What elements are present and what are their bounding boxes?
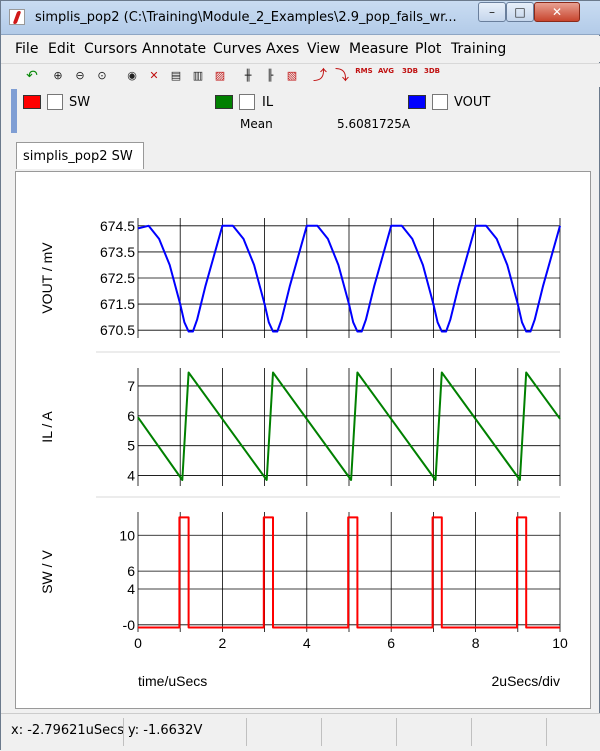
vout-color-swatch[interactable] — [408, 95, 426, 109]
y-axis-label: VOUT / mV — [39, 242, 55, 314]
3db-low-icon[interactable]: 3DB — [401, 67, 419, 75]
y-tick-label: 673.5 — [100, 244, 135, 260]
menu-annotate[interactable]: Annotate — [142, 41, 207, 57]
vout-legend-label: VOUT — [454, 95, 491, 110]
fall-icon[interactable]: ⤵ — [335, 68, 349, 84]
status-bar: x: -2.79621uSecs y: -1.6632V — [1, 713, 600, 751]
menu-plot[interactable]: Plot — [415, 41, 442, 57]
plot-panel[interactable]: 674.5 673.5 672.5 671.5 670.5 VOUT / mV 7 6 5 4 IL… — [15, 171, 591, 709]
zoom-fit-icon[interactable]: ⊙ — [97, 69, 107, 82]
print-icon[interactable]: ▧ — [286, 69, 298, 82]
y-tick-label: 4 — [127, 581, 135, 597]
il-color-swatch[interactable] — [215, 95, 233, 109]
x-tick-label: 6 — [387, 635, 395, 651]
window-title: simplis_pop2 (C:\Training\Module_2_Examp… — [35, 10, 457, 25]
maximize-icon: □ — [514, 5, 526, 19]
y-axis-label: SW / V — [39, 550, 55, 594]
status-divider — [546, 718, 547, 746]
series-il-line — [137, 371, 561, 481]
simplis-app-icon — [9, 9, 25, 25]
y-tick-label: 6 — [127, 563, 135, 579]
3db-high-icon[interactable]: 3DB — [423, 67, 441, 75]
menu-edit[interactable]: Edit — [48, 41, 76, 57]
series-sw-line — [138, 516, 560, 629]
il-checkbox[interactable] — [239, 94, 255, 110]
il-legend-label: IL — [262, 95, 274, 110]
x-tick-label: 0 — [134, 635, 142, 651]
menu-measure[interactable]: Measure — [349, 41, 409, 57]
x-axis-label: time/uSecs — [138, 673, 207, 689]
zoom-in-icon[interactable]: ⊕ — [53, 69, 63, 82]
vout-checkbox[interactable] — [432, 94, 448, 110]
status-divider — [471, 718, 472, 746]
axis-icon[interactable]: ╟ — [266, 69, 274, 82]
close-button[interactable]: ✕ — [534, 2, 580, 22]
x-tick-label: 2 — [219, 635, 227, 651]
menu-bar: File Edit Cursors Annotate Curves Axes V… — [1, 36, 600, 62]
menu-file[interactable]: File — [15, 41, 39, 57]
status-divider — [123, 718, 124, 746]
menu-axes[interactable]: Axes — [266, 41, 300, 57]
menu-training[interactable]: Training — [451, 41, 507, 57]
y-tick-label: 5 — [127, 438, 135, 454]
menu-cursors[interactable]: Cursors — [84, 41, 138, 57]
y-tick-label: 10 — [119, 527, 135, 543]
measure-label: Mean — [240, 117, 273, 131]
sw-legend-label: SW — [69, 95, 91, 110]
y-tick-label: 672.5 — [100, 270, 135, 286]
cursor-y-readout: y: -1.6632V — [128, 723, 203, 738]
y-axis-label: IL / A — [39, 411, 55, 443]
sw-checkbox[interactable] — [47, 94, 63, 110]
label-icon[interactable]: ▤ — [170, 69, 182, 82]
y-tick-label: 674.5 — [100, 218, 135, 234]
color-icon[interactable]: ▨ — [214, 69, 226, 82]
measure-value: 5.6081725A — [337, 117, 411, 131]
status-divider — [321, 718, 322, 746]
zoom-out-icon[interactable]: ⊖ — [75, 69, 85, 82]
x-scale-label: 2uSecs/div — [492, 673, 560, 689]
y-tick-label: 4 — [127, 468, 135, 484]
view-icon[interactable]: ◉ — [127, 69, 137, 82]
menu-view[interactable]: View — [307, 41, 341, 57]
tab-strip: simplis_pop2 SW — [11, 142, 591, 170]
curve-legend: SW IL VOUT Mean 5.6081725A — [11, 89, 593, 133]
menu-curves[interactable]: Curves — [213, 41, 262, 57]
cursor-icon[interactable]: ▥ — [192, 69, 204, 82]
status-divider — [246, 718, 247, 746]
title-bar[interactable]: simplis_pop2 (C:\Training\Module_2_Examp… — [1, 1, 600, 35]
grid-icon[interactable]: ╫ — [244, 69, 252, 82]
avg-icon[interactable]: AVG — [377, 67, 395, 75]
minimize-icon: – — [489, 5, 495, 19]
y-tick-label: 670.5 — [100, 322, 135, 338]
undo-icon[interactable]: ↶ — [26, 68, 38, 84]
legend-handle — [11, 89, 17, 133]
series-vout-line — [137, 224, 561, 333]
status-divider — [396, 718, 397, 746]
x-tick-label: 10 — [552, 635, 568, 651]
x-tick-label: 8 — [472, 635, 480, 651]
y-tick-label: 671.5 — [100, 296, 135, 312]
x-tick-label: 4 — [303, 635, 311, 651]
waveform-plot[interactable]: 674.5 673.5 672.5 671.5 670.5 VOUT / mV 7 6 5 4 IL… — [16, 172, 592, 710]
toolbar: ↶ ⊕ ⊖ ⊙ ◉ ✕ ▤ ▥ ▨ ╫ ╟ ▧ ⤴ ⤵ RMS AVG 3DB … — [1, 63, 600, 87]
minimize-button[interactable]: – — [478, 2, 506, 22]
delete-curve-icon[interactable]: ✕ — [149, 69, 159, 82]
close-icon: ✕ — [551, 5, 563, 19]
sw-color-swatch[interactable] — [23, 95, 41, 109]
y-tick-label: 6 — [127, 408, 135, 424]
maximize-button[interactable]: □ — [506, 2, 534, 22]
tab-simplis-pop2-sw[interactable]: simplis_pop2 SW — [16, 142, 144, 169]
rms-icon[interactable]: RMS — [355, 67, 373, 75]
rise-icon[interactable]: ⤴ — [313, 68, 327, 84]
y-tick-label: 7 — [127, 378, 135, 394]
cursor-x-readout: x: -2.79621uSecs — [11, 723, 125, 738]
y-tick-label: -0 — [123, 617, 136, 633]
